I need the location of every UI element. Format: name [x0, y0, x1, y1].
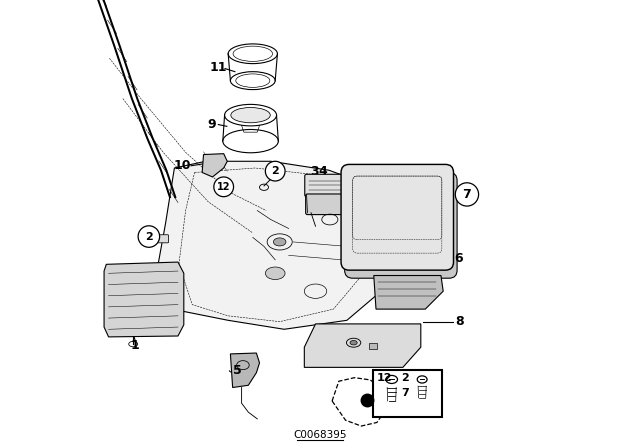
Bar	[369, 343, 378, 349]
Text: 10: 10	[173, 159, 191, 172]
Text: 7: 7	[463, 188, 471, 201]
Text: 7: 7	[401, 388, 409, 398]
Text: 2: 2	[401, 373, 409, 383]
Text: 12: 12	[217, 182, 230, 192]
Text: 9: 9	[207, 118, 216, 131]
Polygon shape	[332, 378, 388, 426]
Polygon shape	[374, 276, 443, 309]
Polygon shape	[202, 154, 227, 177]
Polygon shape	[230, 353, 260, 388]
Ellipse shape	[273, 238, 286, 246]
Polygon shape	[157, 161, 403, 329]
Text: 2: 2	[145, 232, 153, 241]
FancyBboxPatch shape	[305, 174, 355, 197]
Text: 3: 3	[310, 164, 319, 178]
Circle shape	[138, 226, 159, 247]
Text: 2: 2	[271, 166, 279, 176]
Polygon shape	[305, 324, 421, 367]
Text: 11: 11	[209, 60, 227, 74]
Ellipse shape	[231, 108, 270, 123]
Text: 4: 4	[319, 164, 328, 178]
Text: 8: 8	[456, 315, 464, 328]
FancyBboxPatch shape	[157, 235, 168, 243]
Text: 1: 1	[131, 339, 140, 353]
Circle shape	[214, 177, 234, 197]
Circle shape	[455, 183, 479, 206]
Text: C0068395: C0068395	[293, 430, 347, 440]
Text: 12: 12	[376, 373, 392, 383]
Ellipse shape	[350, 340, 357, 345]
Polygon shape	[104, 262, 184, 337]
Bar	[373, 370, 442, 417]
Text: 5: 5	[233, 364, 241, 378]
FancyBboxPatch shape	[344, 172, 457, 278]
FancyBboxPatch shape	[341, 164, 454, 270]
FancyBboxPatch shape	[306, 194, 355, 215]
Ellipse shape	[266, 267, 285, 280]
Circle shape	[266, 161, 285, 181]
Text: 6: 6	[454, 252, 463, 266]
